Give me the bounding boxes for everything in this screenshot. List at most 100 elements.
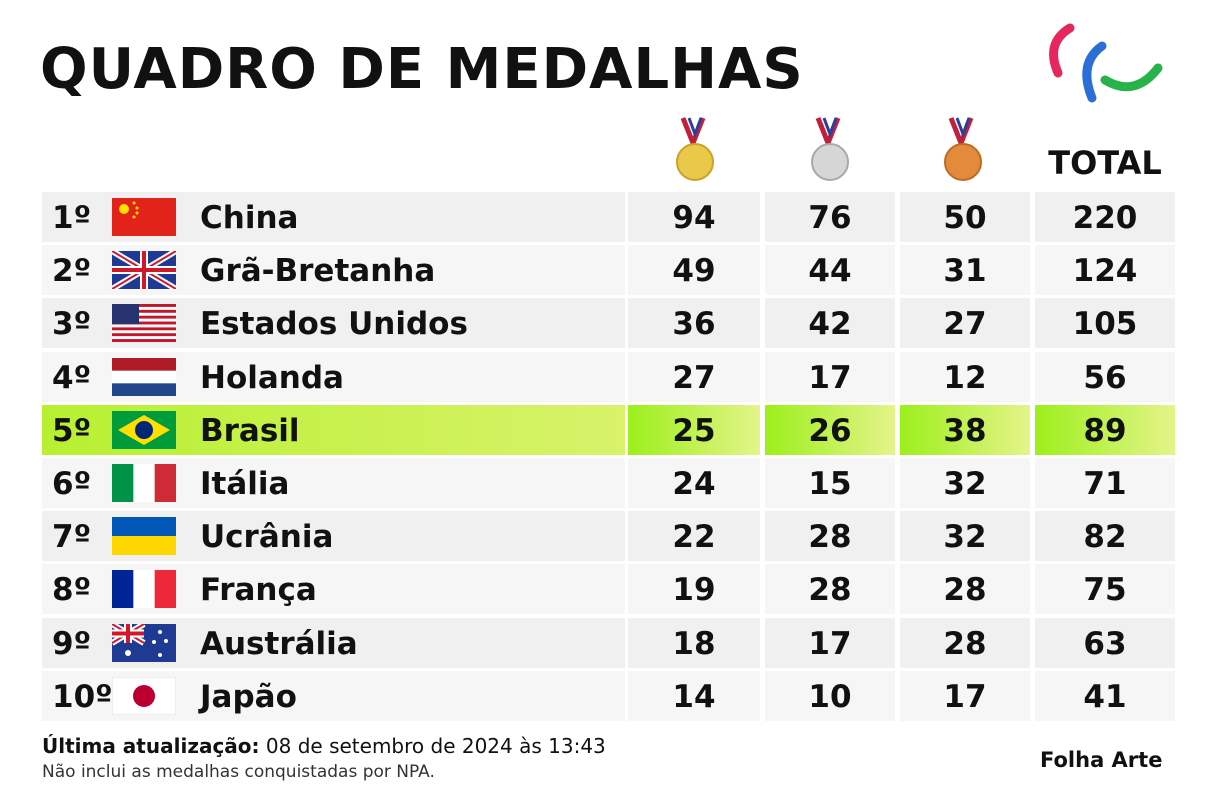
flag-shape — [112, 336, 176, 340]
silver-count: 44 — [765, 245, 895, 296]
total-count: 82 — [1035, 511, 1175, 562]
flag-shape — [112, 464, 134, 502]
flag — [112, 517, 176, 556]
total-count: 41 — [1035, 670, 1175, 721]
flag-shape — [135, 420, 153, 439]
medal-icons — [676, 117, 982, 181]
logo-arc — [1049, 23, 1075, 78]
total-count: 56 — [1035, 351, 1175, 402]
rank: 7º — [52, 519, 92, 556]
logo-arc — [1082, 41, 1107, 103]
gold-count: 19 — [628, 564, 760, 615]
bronze-count: 38 — [900, 404, 1030, 455]
total-count: 71 — [1035, 458, 1175, 508]
gold-medal — [676, 117, 714, 181]
bronze-count: 27 — [900, 298, 1030, 349]
gold-count: 14 — [628, 670, 760, 721]
flag-shape — [112, 517, 176, 537]
flag-shape — [158, 652, 162, 657]
flag-shape — [112, 324, 176, 329]
bronze-count: 31 — [900, 245, 1030, 296]
flag-shape — [135, 211, 139, 215]
flag-shape — [112, 370, 176, 384]
rank: 2º — [52, 253, 92, 290]
flag-shape — [112, 310, 176, 314]
rank: 1º — [52, 200, 92, 236]
country-cell: 3º Estados Unidos — [42, 298, 625, 349]
flag-shape — [112, 198, 176, 236]
flag-shape — [125, 649, 131, 656]
gold-count: 22 — [628, 511, 760, 562]
bronze-count: 32 — [900, 511, 1030, 562]
gold-count: 25 — [628, 404, 760, 455]
silver-count: 76 — [765, 192, 895, 242]
paralympic-logo — [1049, 23, 1163, 103]
flag-shape — [164, 638, 168, 643]
bronze-count: 32 — [900, 458, 1030, 508]
gold-count: 94 — [628, 192, 760, 242]
silver-count: 17 — [765, 351, 895, 402]
total-count: 105 — [1035, 298, 1175, 349]
country-name: Grã-Bretanha — [200, 253, 436, 290]
silver-count: 17 — [765, 617, 895, 668]
silver-count: 28 — [765, 511, 895, 562]
flag — [112, 251, 176, 290]
silver-count: 10 — [765, 670, 895, 721]
rank: 8º — [52, 572, 92, 609]
total-count: 124 — [1035, 245, 1175, 296]
flag-shape — [133, 464, 156, 502]
bronze-count: 12 — [900, 351, 1030, 402]
rank: 10º — [52, 678, 113, 715]
flag — [112, 623, 176, 662]
gold-count: 27 — [628, 351, 760, 402]
update-value: 08 de setembro de 2024 às 13:43 — [265, 734, 606, 758]
rank: 4º — [52, 359, 92, 396]
total-count: 63 — [1035, 617, 1175, 668]
country-name: China — [200, 200, 299, 236]
country-name: Holanda — [200, 359, 344, 396]
total-count: 75 — [1035, 564, 1175, 615]
flag — [112, 410, 176, 449]
silver-count: 28 — [765, 564, 895, 615]
bronze-count: 17 — [900, 670, 1030, 721]
flag-shape — [112, 339, 176, 343]
flag-shape — [152, 639, 156, 644]
flag-shape — [154, 464, 176, 502]
country-name: Itália — [200, 466, 290, 502]
flag-shape — [135, 206, 139, 210]
country-cell: 7º Ucrânia — [42, 511, 625, 562]
country-name: Estados Unidos — [200, 306, 468, 343]
rank: 5º — [52, 412, 92, 449]
title: QUADRO DE MEDALHAS — [40, 37, 804, 102]
flag — [112, 304, 176, 343]
bronze-count: 50 — [900, 192, 1030, 242]
flag-shape — [112, 313, 176, 317]
country-cell: 9º Austrália — [42, 617, 625, 668]
bronze-count: 28 — [900, 617, 1030, 668]
flag — [112, 357, 176, 396]
country-cell: 1º China — [42, 192, 625, 242]
flag-shape — [112, 304, 176, 308]
country-cell: 6º Itália — [42, 458, 625, 508]
silver-count: 26 — [765, 404, 895, 455]
flag-shape — [132, 215, 136, 219]
flag-shape — [112, 570, 134, 609]
gold-count: 49 — [628, 245, 760, 296]
flag-shape — [154, 570, 176, 609]
total-count: 89 — [1035, 404, 1175, 455]
country-name: Japão — [200, 678, 297, 715]
flag-shape — [112, 321, 176, 326]
country-cell: 8º França — [42, 564, 625, 615]
flag — [112, 198, 176, 236]
flag-shape — [112, 330, 176, 334]
country-name: Brasil — [200, 412, 300, 449]
country-name: França — [200, 572, 317, 609]
flag — [112, 676, 176, 715]
country-cell: 2º Grã-Bretanha — [42, 245, 625, 296]
credit: Folha Arte — [1040, 748, 1163, 772]
country-cell: 4º Holanda — [42, 351, 625, 402]
flag-shape — [112, 251, 176, 290]
flag-shape — [112, 357, 176, 371]
